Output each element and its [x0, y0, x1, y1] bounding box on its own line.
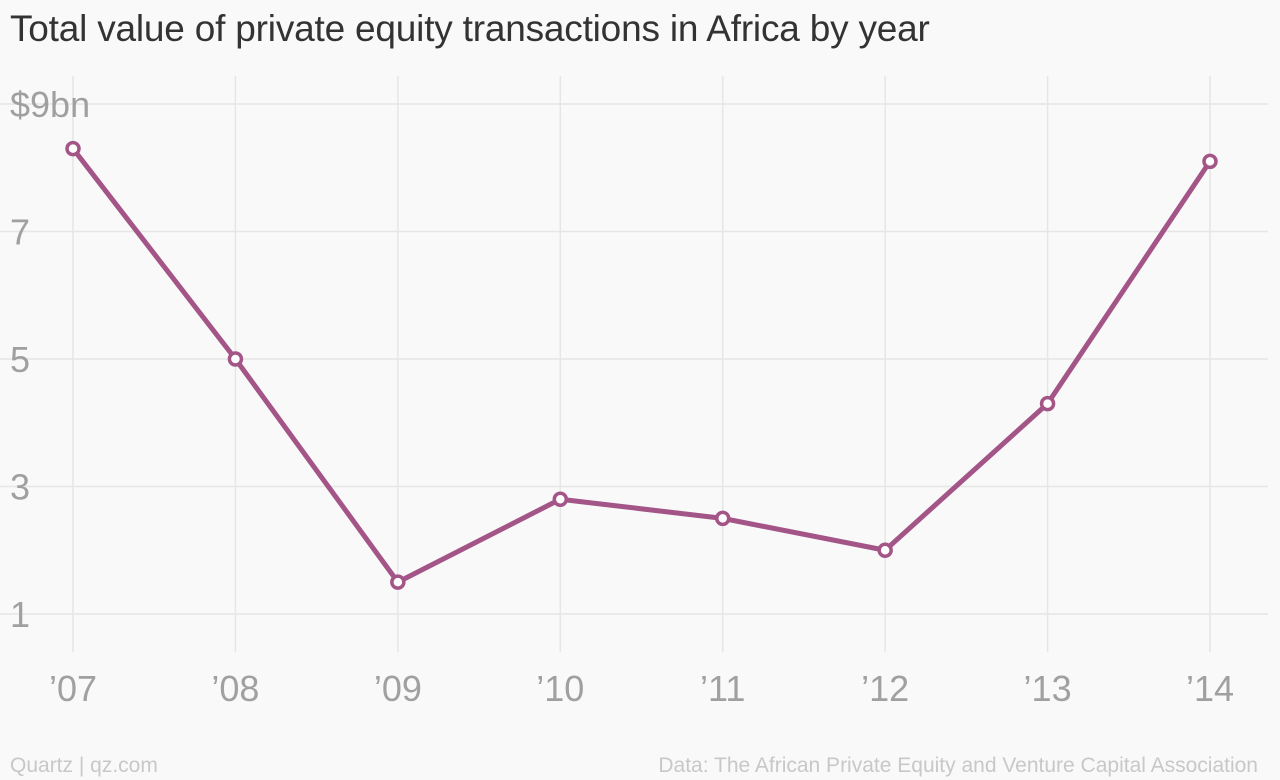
data-point [1202, 153, 1218, 170]
series-line [70, 146, 1213, 585]
y-tick-label: 7 [10, 212, 30, 253]
y-tick-label: 3 [10, 467, 30, 508]
y-axis-labels: $9bn 7 5 3 1 [10, 84, 90, 635]
x-tick-label: ’08 [211, 668, 259, 709]
x-tick-label: ’07 [49, 668, 97, 709]
y-tick-label: 5 [10, 339, 30, 380]
data-point [227, 351, 244, 367]
data-point [65, 140, 81, 157]
footer-source: Data: The African Private Equity and Ven… [658, 754, 1258, 777]
x-tick-label: ’14 [1186, 668, 1234, 709]
x-axis-labels: ’07 ’08 ’09 ’10 ’11 ’12 ’13 ’14 [49, 668, 1234, 709]
y-tick-label: 1 [10, 594, 30, 635]
series-group [65, 140, 1218, 590]
x-tick-label: ’13 [1024, 668, 1072, 709]
data-point [1039, 395, 1056, 412]
x-tick-label: ’11 [700, 668, 745, 709]
y-gridlines [0, 103, 1268, 615]
chart-title: Total value of private equity transactio… [10, 8, 930, 49]
data-point [714, 510, 731, 527]
data-point [552, 491, 569, 507]
data-point [390, 574, 406, 590]
x-tick-label: ’09 [374, 668, 422, 709]
x-gridlines [72, 76, 1211, 653]
x-tick-label: ’10 [536, 668, 584, 709]
x-tick-label: ’12 [861, 668, 909, 709]
y-tick-label: $9bn [10, 84, 90, 125]
footer-brand: Quartz | qz.com [10, 754, 158, 777]
data-point [877, 542, 893, 558]
